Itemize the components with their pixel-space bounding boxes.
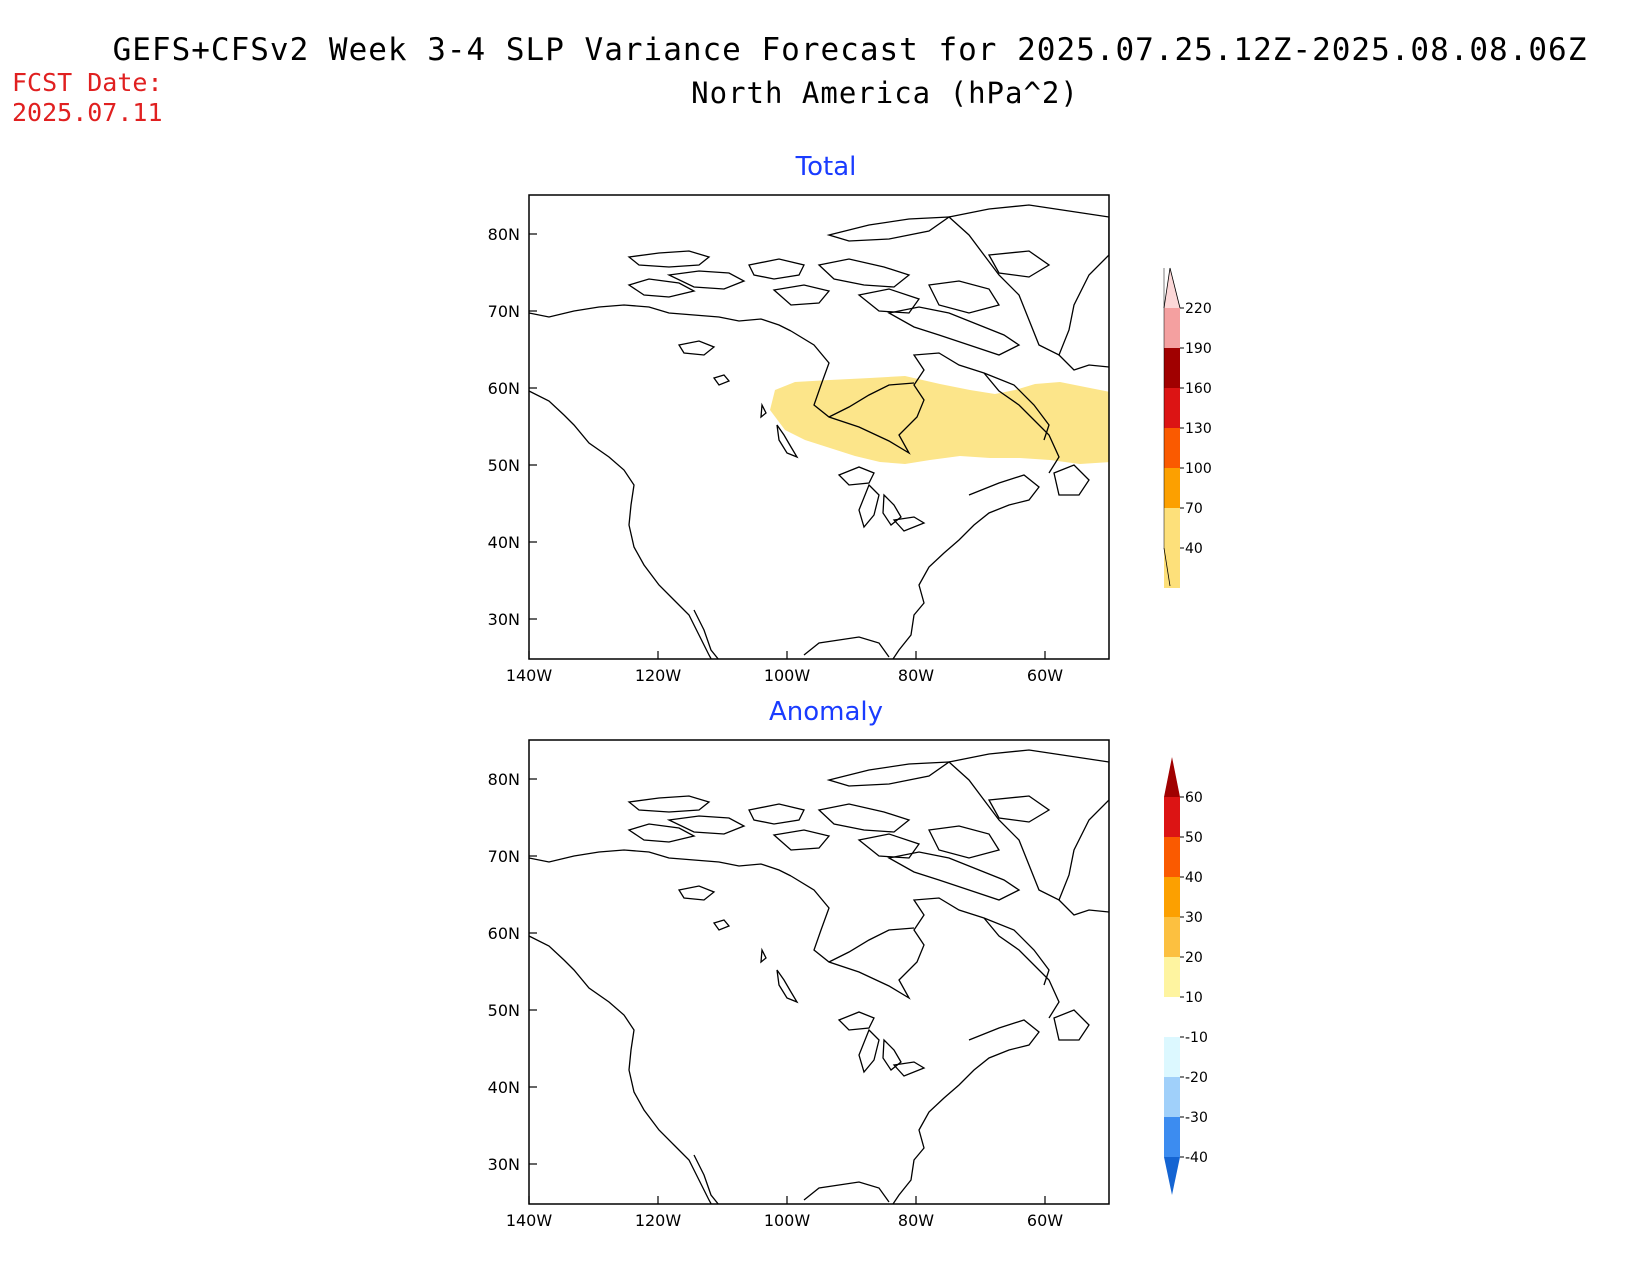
lat-tick-label: 50N (488, 456, 520, 475)
colorbar-segment (1164, 388, 1180, 428)
colorbar-label: 190 (1185, 341, 1212, 357)
colorbar-label: 30 (1185, 910, 1203, 926)
colorbar-segment (1164, 508, 1180, 548)
subtitle: North America (hPa^2) (691, 76, 1079, 110)
lon-tick-label: 80W (898, 1211, 934, 1230)
colorbar-label: 130 (1185, 421, 1212, 437)
colorbar-label: -20 (1185, 1070, 1208, 1086)
colorbar-label: 50 (1185, 830, 1203, 846)
colorbar-label: 20 (1185, 950, 1203, 966)
colorbar-bottom-arrow (1163, 547, 1171, 587)
lat-tick-label: 40N (488, 533, 520, 552)
colorbar-segment (1164, 1117, 1180, 1157)
lon-tick-label: 120W (635, 666, 682, 685)
lat-tick-label: 40N (488, 1078, 520, 1097)
lon-tick-label: 140W (506, 1211, 553, 1230)
lon-tick-label: 120W (635, 1211, 682, 1230)
fcst-date-label: FCST Date: (12, 68, 163, 97)
colorbar-segment (1164, 997, 1180, 1037)
colorbar-segment (1164, 548, 1180, 588)
total-colorbar: 220 190 160 130 100 70 40 (1163, 267, 1212, 588)
colorbar-segment (1164, 468, 1180, 508)
colorbar-top-arrow (1164, 757, 1180, 797)
total-panel-title: Total (795, 152, 857, 182)
lon-tick-label: 80W (898, 666, 934, 685)
colorbar-segment (1164, 1077, 1180, 1117)
anomaly-map: 80N 70N 60N 50N 40N 30N 140W 120W 100W 80W 60W (488, 739, 1110, 1230)
colorbar-label: 40 (1185, 541, 1203, 557)
lat-tick-label: 50N (488, 1001, 520, 1020)
total-variance-shaded-region (770, 376, 1109, 464)
colorbar-bottom-arrow (1164, 1157, 1180, 1195)
colorbar-label: 10 (1185, 990, 1203, 1006)
colorbar-segment (1164, 837, 1180, 877)
colorbar-segment (1164, 308, 1180, 348)
lat-tick-label: 30N (488, 1155, 520, 1174)
colorbar-label: -40 (1185, 1150, 1208, 1166)
colorbar-segment (1164, 957, 1180, 997)
lat-tick-label: 80N (488, 225, 520, 244)
lat-tick-label: 30N (488, 610, 520, 629)
colorbar-label: -30 (1185, 1110, 1208, 1126)
anomaly-colorbar: 60 50 40 30 20 10 -10 -20 -30 -40 (1164, 757, 1208, 1195)
colorbar-segment (1164, 1037, 1180, 1077)
colorbar-segment (1164, 797, 1180, 837)
colorbar-top-arrow (1163, 267, 1181, 309)
anomaly-panel-title: Anomaly (768, 697, 884, 727)
colorbar-label: 40 (1185, 870, 1203, 886)
colorbar-label: -10 (1185, 1030, 1208, 1046)
colorbar-label: 60 (1185, 790, 1203, 806)
lat-tick-label: 70N (488, 847, 520, 866)
lon-tick-label: 140W (506, 666, 553, 685)
main-title: GEFS+CFSv2 Week 3-4 SLP Variance Forecas… (112, 32, 1588, 68)
colorbar-segment (1164, 877, 1180, 917)
colorbar-label: 70 (1185, 501, 1203, 517)
lon-tick-label: 100W (764, 1211, 811, 1230)
colorbar-segment (1164, 348, 1180, 388)
lat-tick-label: 80N (488, 770, 520, 789)
total-map: 80N 70N 60N 50N 40N 30N 140W 120W 100W 80W 60W (488, 194, 1110, 685)
fcst-date-value: 2025.07.11 (12, 98, 163, 127)
colorbar-segment (1164, 428, 1180, 468)
lat-tick-label: 60N (488, 379, 520, 398)
lon-tick-label: 100W (764, 666, 811, 685)
lon-tick-label: 60W (1027, 1211, 1063, 1230)
colorbar-label: 100 (1185, 461, 1212, 477)
lat-tick-label: 60N (488, 924, 520, 943)
lon-tick-label: 60W (1027, 666, 1063, 685)
colorbar-segment (1164, 917, 1180, 957)
colorbar-label: 220 (1185, 301, 1212, 317)
lat-tick-label: 70N (488, 302, 520, 321)
colorbar-label: 160 (1185, 381, 1212, 397)
